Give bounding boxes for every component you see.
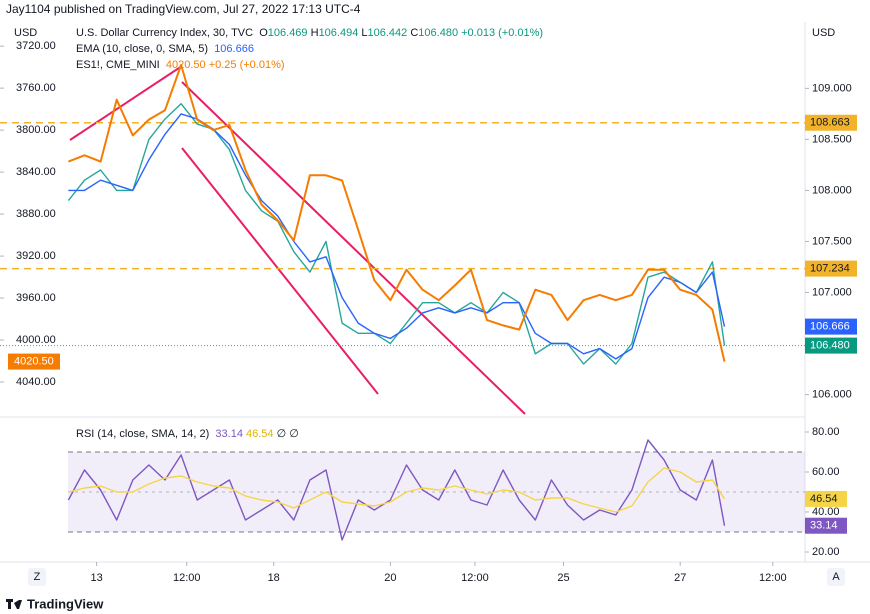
right-axis-label: USD xyxy=(812,27,835,39)
x-tick-label: 12:00 xyxy=(173,572,201,584)
legend-row: EMA (10, close, 0, SMA, 5) 106.666 xyxy=(76,43,254,55)
ohlc-label: O xyxy=(259,27,268,39)
y-tick-label: 108.500 xyxy=(812,133,852,145)
x-tick-label: 12:00 xyxy=(461,572,489,584)
es-box xyxy=(8,353,60,370)
button-label[interactable]: Z xyxy=(34,571,41,583)
es-label: 4020.50 xyxy=(14,355,54,367)
y2-tick-label: 3920.00 xyxy=(16,250,56,262)
x-tick-label: 12:00 xyxy=(759,572,787,584)
ema-box xyxy=(805,318,857,335)
last-price-box xyxy=(805,337,857,354)
ohlc-value: 106.494 xyxy=(318,27,359,39)
price-label: 108.663 xyxy=(810,117,850,129)
series-line xyxy=(68,113,726,360)
y-tick-label: 60.00 xyxy=(812,466,840,478)
last-price-label: 106.480 xyxy=(810,339,850,351)
button[interactable] xyxy=(827,568,845,586)
y2-tick-label: 3840.00 xyxy=(16,166,56,178)
legend-name: ES1!, CME_MINI xyxy=(76,59,160,71)
legend-row: ES1!, CME_MINI 4020.50 +0.25 (+0.01%) xyxy=(76,59,285,71)
button[interactable] xyxy=(28,568,46,586)
icon: ∅ ∅ xyxy=(276,428,299,440)
legend-name: U.S. Dollar Currency Index, 30, TVC xyxy=(76,27,254,39)
price-label: 107.234 xyxy=(810,263,850,275)
x-tick-label: 18 xyxy=(268,572,280,584)
ohlc-value: 106.442 xyxy=(367,27,408,39)
y2-tick-label: 3960.00 xyxy=(16,292,56,304)
rsi-label: 46.54 xyxy=(810,493,838,505)
rsi-title: RSI (14, close, SMA, 14, 2) xyxy=(76,428,210,440)
rsi-box xyxy=(805,517,847,534)
y2-tick-label: 4040.00 xyxy=(16,376,56,388)
y-tick-label: 80.00 xyxy=(812,426,840,438)
y-tick-label: 40.00 xyxy=(812,506,840,518)
legend-change: +0.25 (+0.01%) xyxy=(208,59,285,71)
y-tick-label: 107.000 xyxy=(812,286,852,298)
price-label-box xyxy=(805,260,857,277)
x-tick-label: 13 xyxy=(90,572,102,584)
ohlc-label: L xyxy=(361,27,368,39)
y2-tick-label: 3720.00 xyxy=(16,40,56,52)
rsi-band xyxy=(68,452,805,532)
x-tick-label: 27 xyxy=(674,572,686,584)
logo xyxy=(6,599,22,609)
ohlc-label: H xyxy=(310,27,319,39)
attribution: Jay1104 published on TradingView.com, Ju… xyxy=(6,2,361,16)
legend-row: RSI (14, close, SMA, 14, 2) 33.14 46.54 … xyxy=(76,427,299,440)
trend-lines xyxy=(69,65,526,415)
legend-row: U.S. Dollar Currency Index, 30, TVC O106… xyxy=(76,27,543,39)
y2-tick-label: 3880.00 xyxy=(16,208,56,220)
y-tick-label: 109.000 xyxy=(812,82,852,94)
legend-value: 33.14 xyxy=(215,428,243,440)
ema-label: 106.666 xyxy=(810,321,850,333)
y2-tick-label: 4000.00 xyxy=(16,334,56,346)
rsi-label: 33.14 xyxy=(810,520,838,532)
ohlc-value: 106.480 xyxy=(418,27,459,39)
y-tick-label: 108.000 xyxy=(812,184,852,196)
change: +0.013 (+0.01%) xyxy=(461,27,544,39)
ohlc-label: C xyxy=(410,27,419,39)
left-axis-label: USD xyxy=(14,27,37,39)
y-tick-label: 107.500 xyxy=(812,235,852,247)
y-tick-label: 20.00 xyxy=(812,546,840,558)
series-line xyxy=(68,64,726,362)
price-label-box xyxy=(805,114,857,131)
legend-name: EMA (10, close, 0, SMA, 5) xyxy=(76,43,209,55)
button-label[interactable]: A xyxy=(832,571,840,583)
x-tick-label: 25 xyxy=(557,572,569,584)
legend-value: 4020.50 xyxy=(165,59,206,71)
y-tick-label: 106.000 xyxy=(812,388,852,400)
y2-tick-label: 3760.00 xyxy=(16,82,56,94)
legend-value: 46.54 xyxy=(246,428,274,440)
x-tick-label: 20 xyxy=(384,572,396,584)
ohlc-value: 106.469 xyxy=(267,27,308,39)
rsi-box xyxy=(805,490,847,507)
series-line xyxy=(68,467,726,513)
brand: TradingView xyxy=(27,596,104,611)
legend-value: 106.666 xyxy=(214,43,254,55)
y2-tick-label: 3800.00 xyxy=(16,124,56,136)
